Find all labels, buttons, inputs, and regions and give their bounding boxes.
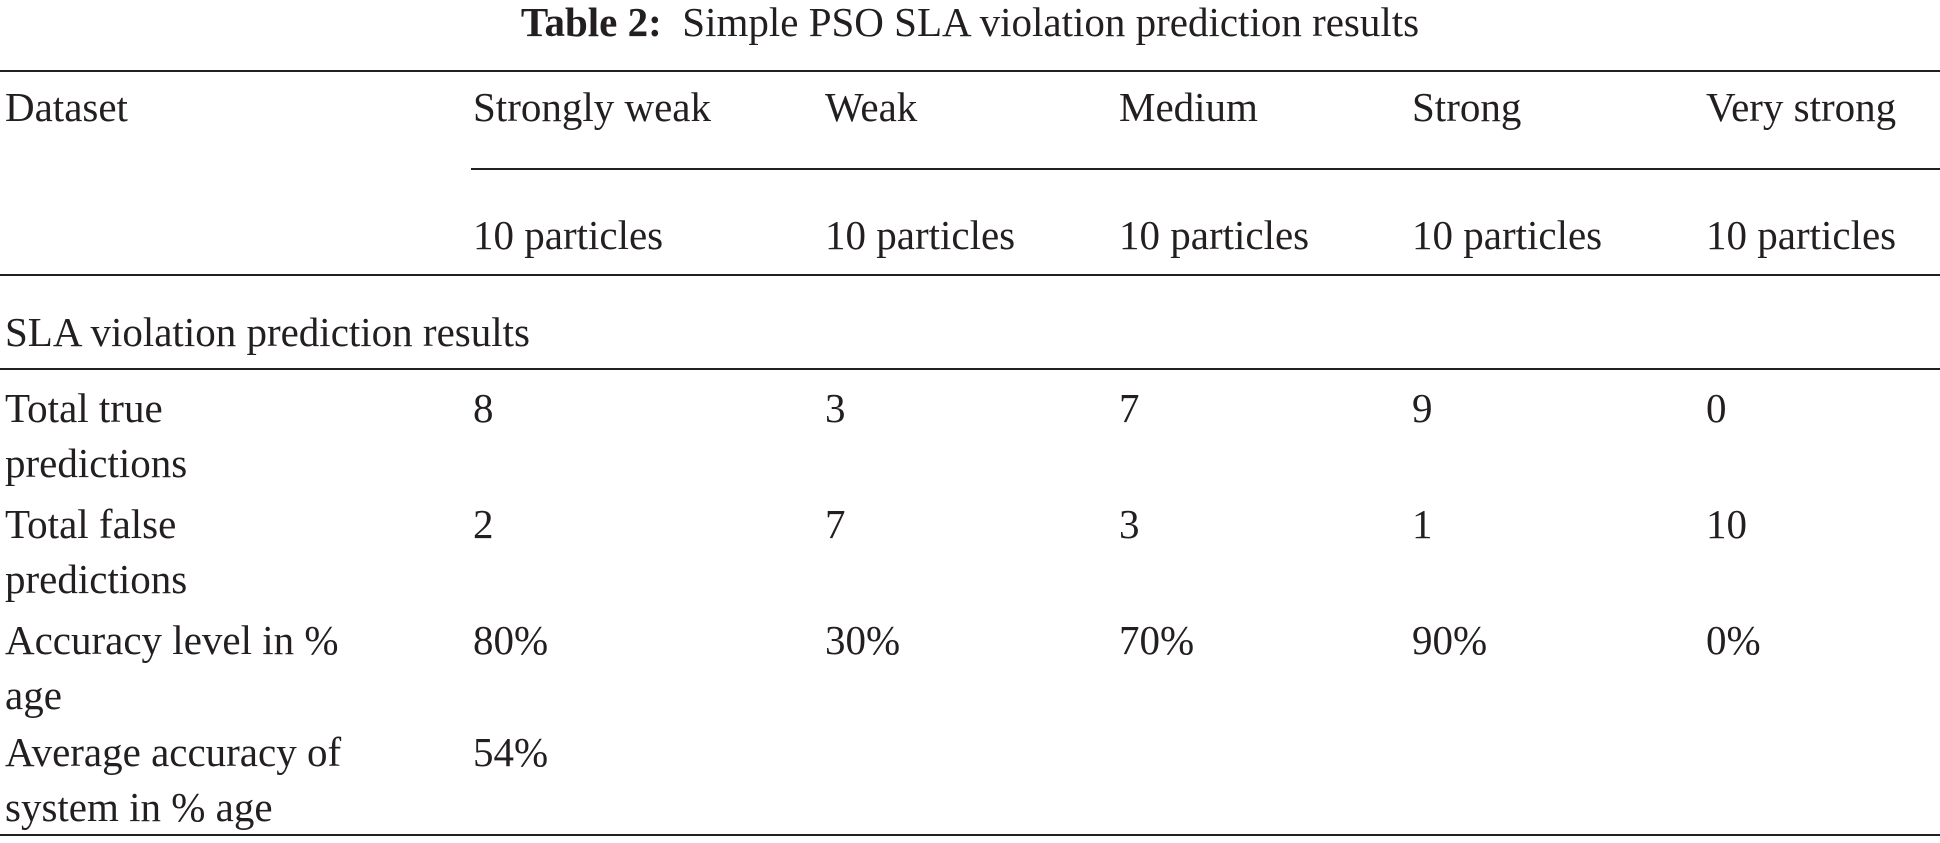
row-label-line: Total false [5, 501, 177, 547]
row-label-line: Average accuracy of [5, 729, 342, 775]
group-label: SLA violation prediction results [5, 309, 530, 355]
table-cell: 7 [825, 501, 846, 547]
header-col-weak: Weak [825, 84, 918, 130]
subheader-medium: 10 particles [1119, 212, 1310, 258]
header-col-medium: Medium [1119, 84, 1258, 130]
subheader-very-strong: 10 particles [1706, 212, 1897, 258]
header-bottom-rule [0, 274, 1940, 276]
table-cell: 2 [473, 501, 494, 547]
table-cell: 3 [825, 385, 846, 431]
subheader-strong: 10 particles [1412, 212, 1603, 258]
row-label-average-accuracy: Average accuracy of system in % age [5, 725, 341, 835]
row-label-total-true: Total true predictions [5, 381, 187, 491]
row-label-line: age [5, 672, 62, 718]
header-sub-rule [471, 168, 1940, 170]
row-label-line: Total true [5, 385, 163, 431]
table-cell: 10 [1706, 501, 1747, 547]
row-label-line: system in % age [5, 784, 273, 830]
table-cell: 0% [1706, 617, 1761, 663]
table-caption-text: Simple PSO SLA violation prediction resu… [682, 0, 1420, 45]
table-cell: 8 [473, 385, 494, 431]
row-label-line: predictions [5, 556, 188, 602]
table-top-rule [0, 70, 1940, 72]
row-label-total-false: Total false predictions [5, 497, 187, 607]
row-label-accuracy-level: Accuracy level in % age [5, 613, 339, 723]
header-dataset: Dataset [5, 84, 128, 130]
subheader-strongly-weak: 10 particles [473, 212, 664, 258]
table-caption: Table 2: Simple PSO SLA violation predic… [0, 0, 1940, 44]
header-col-very-strong: Very strong [1706, 84, 1897, 130]
table-cell: 7 [1119, 385, 1140, 431]
table-cell: 80% [473, 617, 549, 663]
table-cell: 1 [1412, 501, 1433, 547]
subheader-weak: 10 particles [825, 212, 1016, 258]
header-col-strong: Strong [1412, 84, 1522, 130]
table-cell: 0 [1706, 385, 1727, 431]
row-label-line: Accuracy level in % [5, 617, 339, 663]
row-label-line: predictions [5, 440, 188, 486]
table-cell: 9 [1412, 385, 1433, 431]
table-cell: 30% [825, 617, 901, 663]
table-bottom-rule [0, 834, 1940, 836]
table-caption-label: Table 2: [520, 0, 662, 45]
header-col-strongly-weak: Strongly weak [473, 84, 711, 130]
group-rule [0, 368, 1940, 370]
table-cell: 3 [1119, 501, 1140, 547]
table-cell: 54% [473, 729, 549, 775]
table-cell: 90% [1412, 617, 1488, 663]
table-cell: 70% [1119, 617, 1195, 663]
